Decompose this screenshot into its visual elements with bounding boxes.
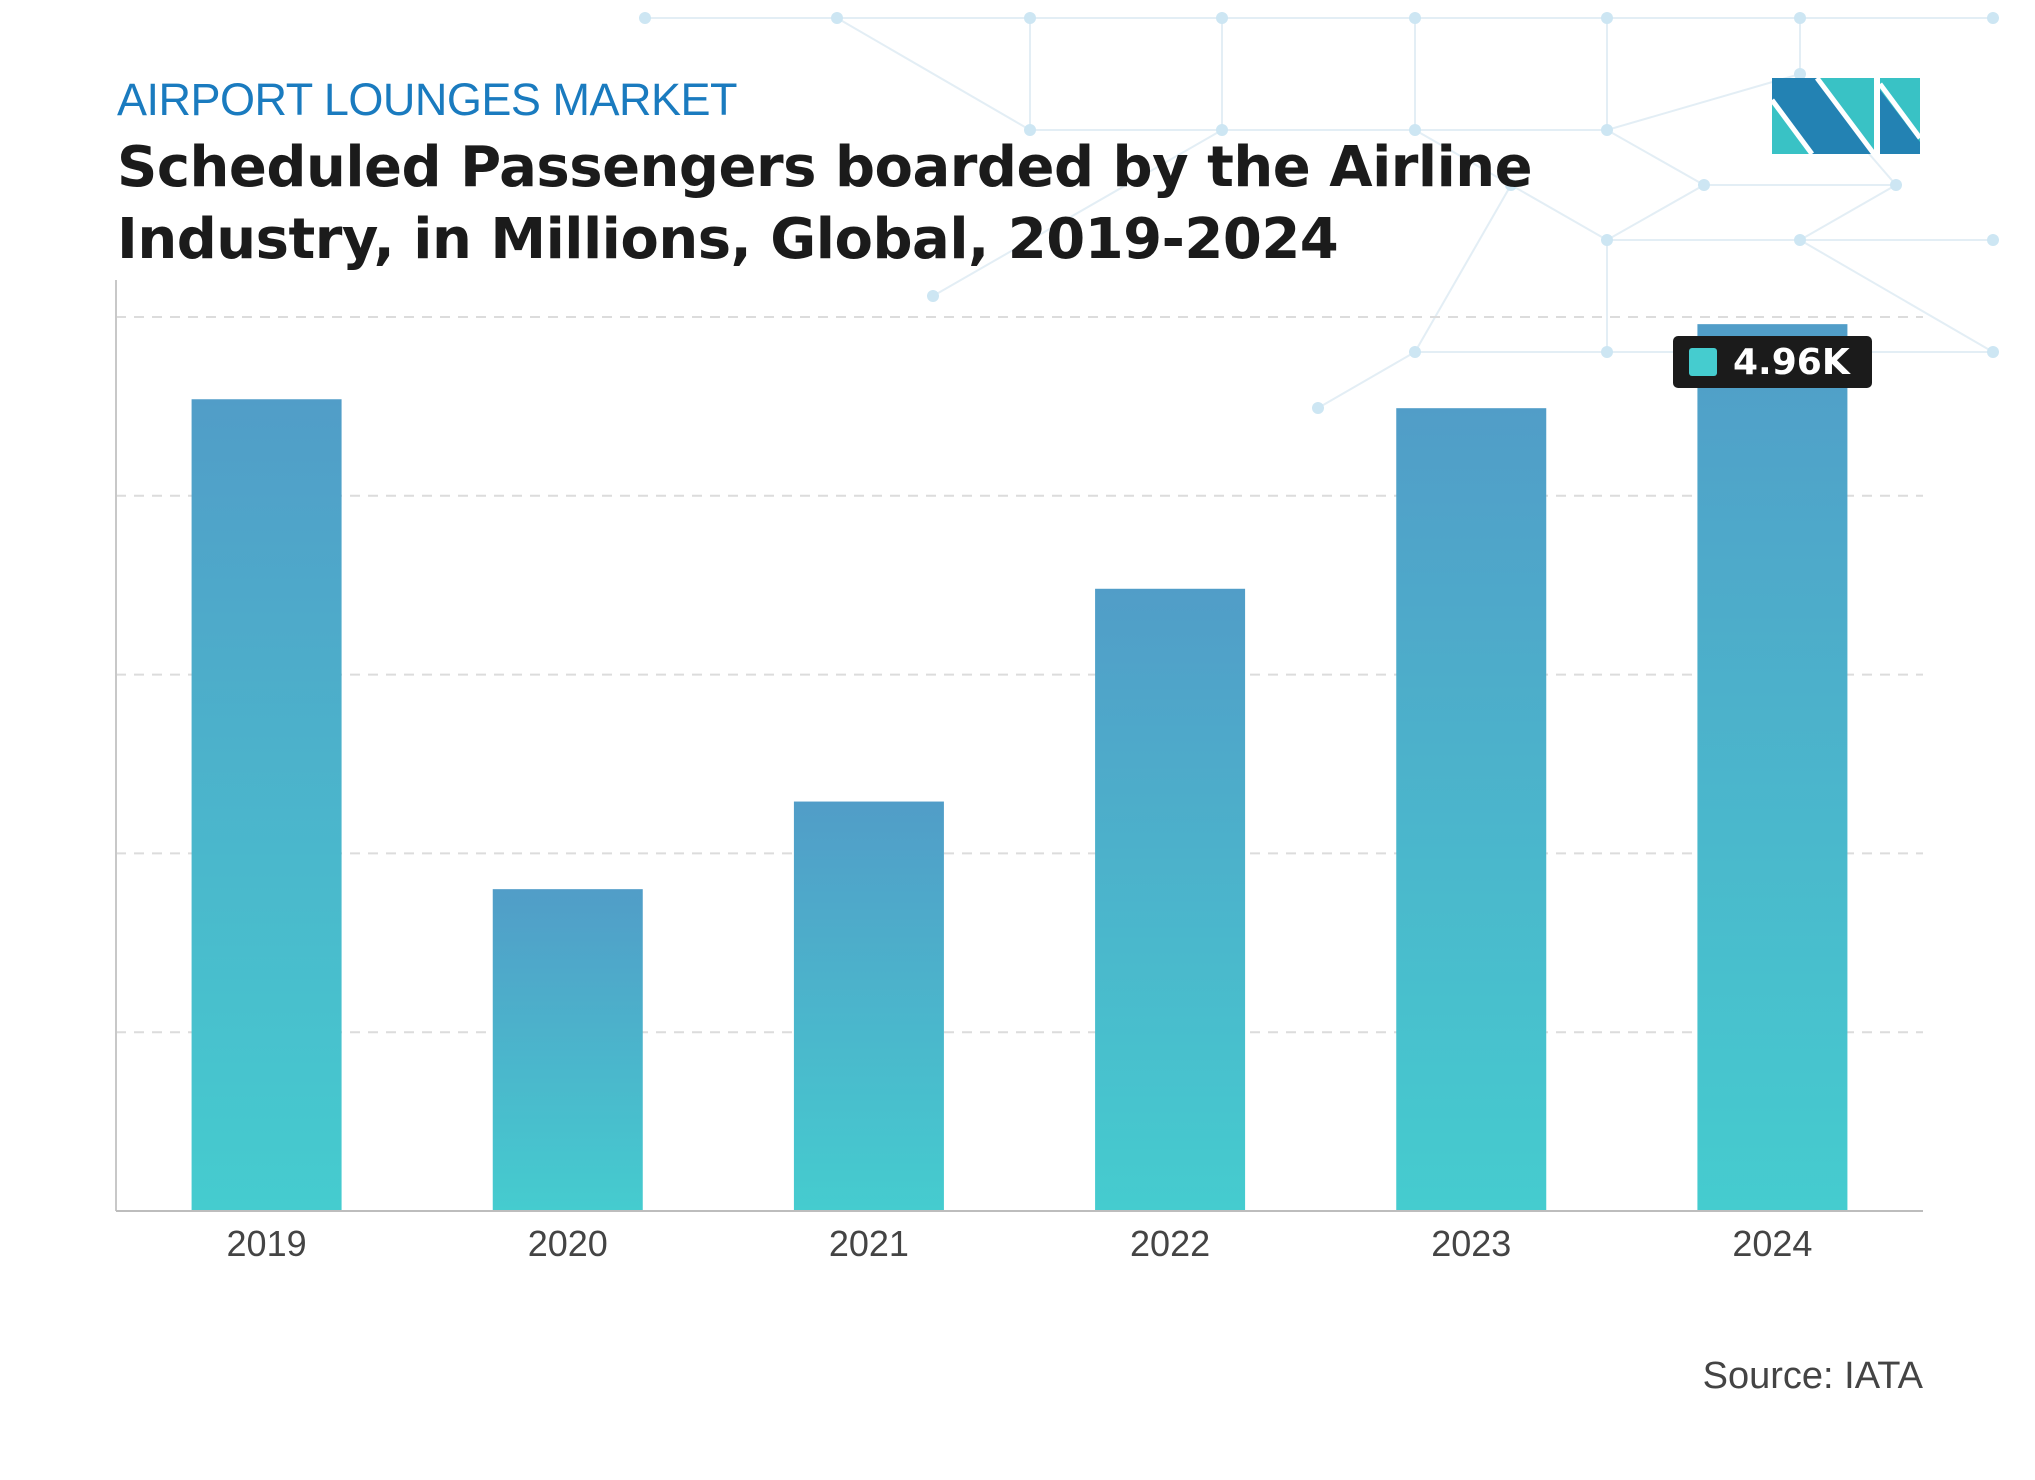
pattern-dot (1987, 234, 1999, 246)
pattern-dot (1409, 12, 1421, 24)
pattern-line (1606, 184, 1705, 241)
pattern-dot (639, 12, 651, 24)
bar-2019[interactable] (191, 399, 342, 1211)
chart-kicker: AIRPORT LOUNGES MARKET (117, 74, 737, 125)
series-swatch (1689, 348, 1717, 376)
pattern-line (1606, 73, 1801, 131)
bar-2024[interactable] (1697, 324, 1848, 1212)
x-tick-label: 2020 (528, 1223, 608, 1264)
pattern-line (1317, 351, 1416, 409)
pattern-dot (1024, 124, 1036, 136)
pattern-dot (1987, 12, 1999, 24)
pattern-dot (1794, 68, 1806, 80)
pattern-line (836, 17, 1031, 131)
pattern-line (1606, 129, 1705, 186)
pattern-dot (1890, 179, 1902, 191)
value-tooltip: 4.96K (1673, 336, 1872, 388)
pattern-dot (1409, 346, 1421, 358)
bar-2020[interactable] (492, 889, 643, 1211)
x-tick-label: 2024 (1732, 1223, 1812, 1264)
pattern-dot (1216, 124, 1228, 136)
pattern-line (1799, 184, 1897, 241)
pattern-dot (1409, 124, 1421, 136)
pattern-dot (1024, 12, 1036, 24)
pattern-line (1414, 129, 1512, 186)
pattern-dot (1505, 179, 1517, 191)
pattern-dot (1794, 234, 1806, 246)
pattern-dot (1601, 234, 1613, 246)
company-logo (1772, 78, 1920, 154)
bar-2023[interactable] (1396, 408, 1547, 1211)
x-tick-label: 2022 (1130, 1223, 1210, 1264)
pattern-dot (1312, 402, 1324, 414)
bar-2021[interactable] (793, 801, 944, 1211)
pattern-dot (1601, 346, 1613, 358)
x-tick-label: 2019 (227, 1223, 307, 1264)
pattern-dot (1794, 12, 1806, 24)
pattern-dot (1601, 124, 1613, 136)
pattern-line (1510, 184, 1608, 241)
pattern-dot (1698, 179, 1710, 191)
x-tick-label: 2021 (829, 1223, 909, 1264)
x-tick-label: 2023 (1431, 1223, 1511, 1264)
pattern-line (932, 129, 1223, 297)
pattern-line (1414, 184, 1512, 353)
pattern-dot (1601, 12, 1613, 24)
bar-2022[interactable] (1095, 588, 1246, 1211)
pattern-dot (927, 290, 939, 302)
pattern-dot (831, 12, 843, 24)
chart-title: Scheduled Passengers boarded by the Airl… (117, 135, 1533, 272)
pattern-dot (1987, 346, 1999, 358)
tooltip-value: 4.96K (1733, 341, 1850, 383)
source-note: Source: IATA (1702, 1355, 1923, 1397)
pattern-line (1799, 239, 1994, 353)
pattern-dot (1216, 12, 1228, 24)
